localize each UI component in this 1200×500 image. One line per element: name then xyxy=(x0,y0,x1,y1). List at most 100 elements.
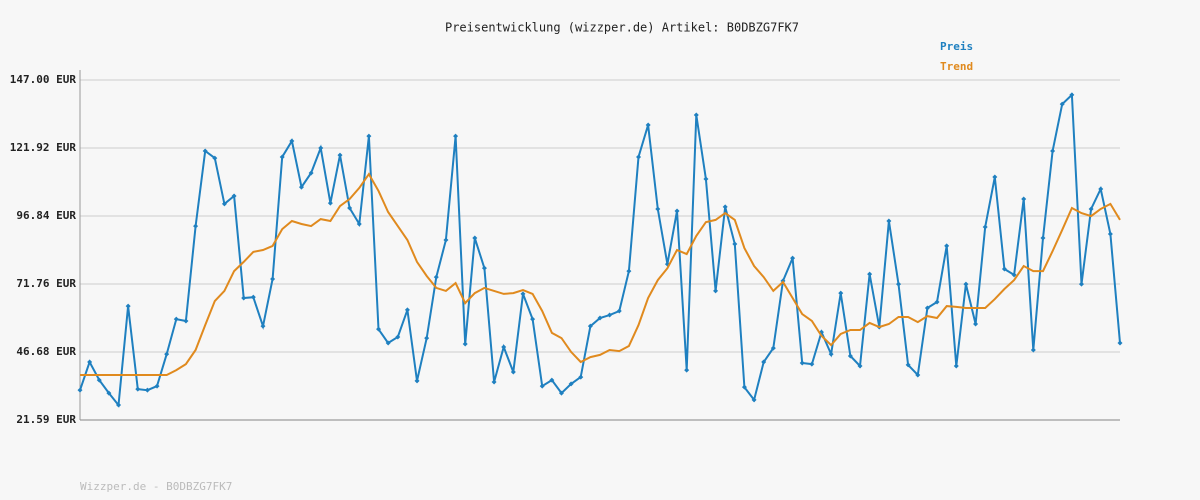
point-marker xyxy=(944,243,950,249)
point-marker xyxy=(404,307,410,313)
point-marker xyxy=(838,290,844,296)
chart-title: Preisentwicklung (wizzper.de) Artikel: B… xyxy=(445,21,799,35)
point-marker xyxy=(655,206,661,212)
point-marker xyxy=(164,351,170,357)
point-marker xyxy=(722,204,728,210)
point-marker xyxy=(770,345,776,351)
point-marker xyxy=(424,335,430,341)
point-marker xyxy=(510,369,516,375)
point-marker xyxy=(183,318,189,324)
point-marker xyxy=(1107,231,1113,237)
point-marker xyxy=(905,362,911,368)
point-marker xyxy=(915,372,921,378)
point-marker xyxy=(472,235,478,241)
point-marker xyxy=(790,255,796,261)
point-marker xyxy=(1001,266,1007,272)
point-marker xyxy=(241,295,247,301)
point-marker xyxy=(212,155,218,161)
point-marker xyxy=(270,276,276,282)
point-marker xyxy=(530,316,536,322)
point-marker xyxy=(626,268,632,274)
point-marker xyxy=(327,200,333,206)
point-marker xyxy=(693,112,699,118)
point-marker xyxy=(298,184,304,190)
point-marker xyxy=(481,265,487,271)
point-marker xyxy=(674,208,680,214)
point-marker xyxy=(318,145,324,151)
point-marker xyxy=(992,174,998,180)
point-marker xyxy=(713,288,719,294)
point-marker xyxy=(809,361,815,367)
point-marker xyxy=(578,374,584,380)
point-marker xyxy=(202,148,208,154)
point-marker xyxy=(125,303,131,309)
point-marker xyxy=(934,299,940,305)
point-marker xyxy=(1117,340,1123,346)
point-marker xyxy=(636,154,642,160)
point-marker xyxy=(828,351,834,357)
point-marker xyxy=(106,390,112,396)
series-line xyxy=(80,172,1121,376)
point-marker xyxy=(443,237,449,243)
point-marker xyxy=(87,359,93,365)
point-marker xyxy=(982,224,988,230)
point-marker xyxy=(924,305,930,311)
point-marker xyxy=(799,360,805,366)
point-marker xyxy=(1078,281,1084,287)
point-marker xyxy=(289,138,295,144)
point-marker xyxy=(491,379,497,385)
point-marker xyxy=(896,281,902,287)
point-marker xyxy=(857,363,863,369)
point-marker xyxy=(1040,235,1046,241)
point-marker xyxy=(1030,347,1036,353)
point-marker xyxy=(1021,196,1027,202)
point-marker xyxy=(77,387,83,393)
point-marker xyxy=(135,386,141,392)
legend-label: Trend xyxy=(940,60,973,73)
y-tick-label: 46.68 EUR xyxy=(16,345,76,358)
point-marker xyxy=(221,201,227,207)
point-marker xyxy=(963,281,969,287)
point-marker xyxy=(597,315,603,321)
y-tick-label: 21.59 EUR xyxy=(16,413,76,426)
point-marker xyxy=(867,271,873,277)
point-marker xyxy=(684,367,690,373)
point-marker xyxy=(1088,206,1094,212)
legend-label: Preis xyxy=(940,40,973,53)
point-marker xyxy=(154,383,160,389)
point-marker xyxy=(414,378,420,384)
point-marker xyxy=(953,363,959,369)
point-marker xyxy=(96,377,102,383)
point-marker xyxy=(395,334,401,340)
point-marker xyxy=(250,294,256,300)
point-marker xyxy=(193,223,199,229)
point-marker xyxy=(1050,148,1056,154)
point-marker xyxy=(433,274,439,280)
point-marker xyxy=(761,359,767,365)
y-tick-label: 121.92 EUR xyxy=(10,141,77,154)
point-marker xyxy=(385,340,391,346)
point-marker xyxy=(260,323,266,329)
footer: Wizzper.de - B0DBZG7FK7 xyxy=(80,480,232,493)
point-marker xyxy=(347,205,353,211)
point-marker xyxy=(607,312,613,318)
point-marker xyxy=(568,381,574,387)
point-marker xyxy=(847,353,853,359)
point-marker xyxy=(741,384,747,390)
point-marker xyxy=(616,308,622,314)
point-marker xyxy=(1098,186,1104,192)
point-marker xyxy=(279,154,285,160)
point-marker xyxy=(501,344,507,350)
point-marker xyxy=(144,387,150,393)
point-marker xyxy=(703,176,709,182)
point-marker xyxy=(308,170,314,176)
point-marker xyxy=(462,341,468,347)
point-marker xyxy=(453,133,459,139)
point-marker xyxy=(973,321,979,327)
point-marker xyxy=(366,133,372,139)
point-marker xyxy=(751,397,757,403)
point-marker xyxy=(558,390,564,396)
point-marker xyxy=(886,218,892,224)
